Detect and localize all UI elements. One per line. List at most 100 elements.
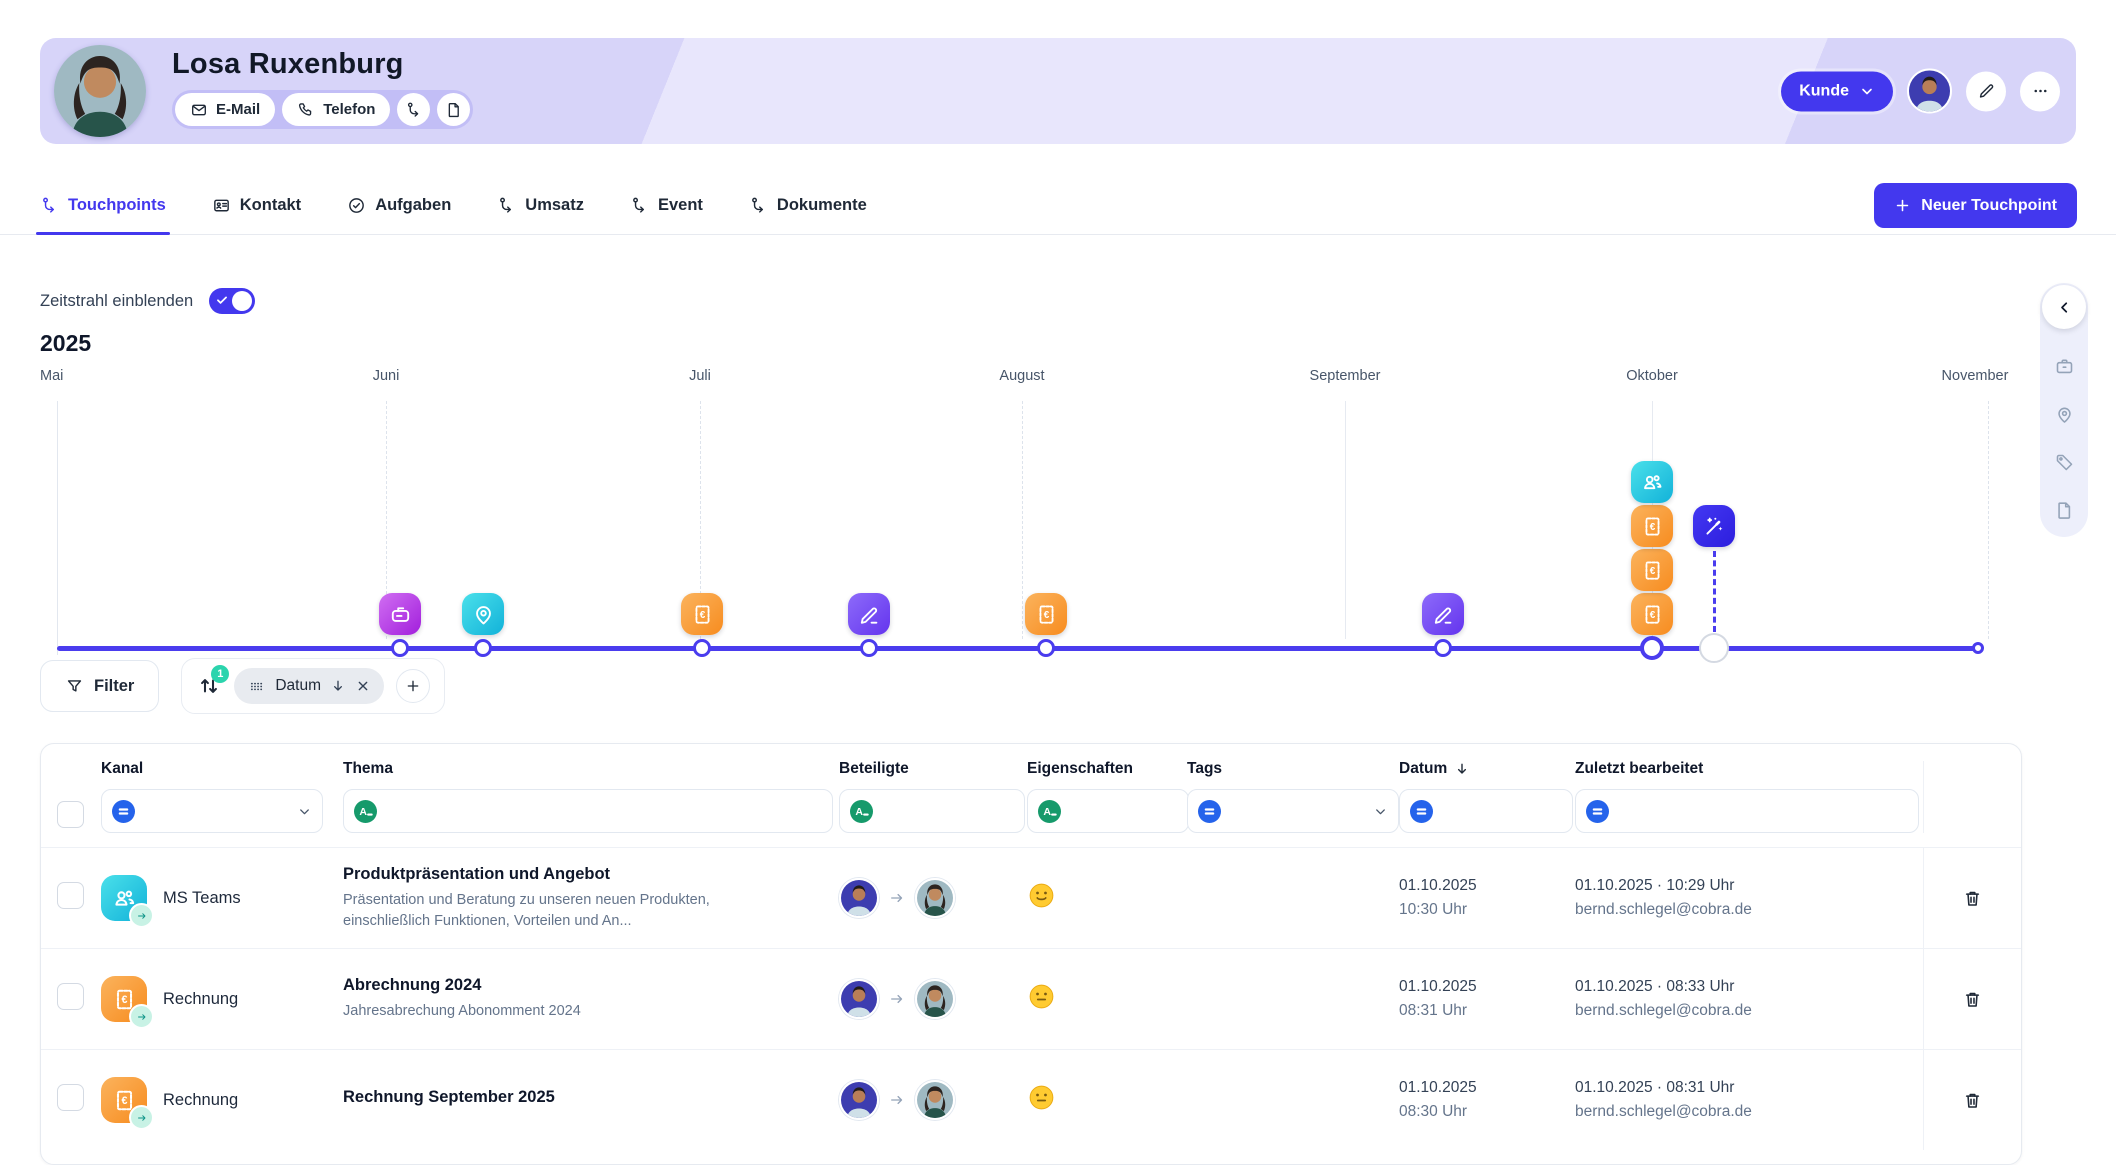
beteiligte-cell (839, 1080, 1027, 1120)
new-touchpoint-button[interactable]: Neuer Touchpoint (1874, 183, 2077, 228)
owner-avatar[interactable] (1907, 68, 1952, 114)
beteiligte-cell (839, 878, 1027, 918)
touchpoint-route-icon (405, 101, 423, 119)
filter-input-zuletzt-bearbeitet[interactable] (1575, 789, 1919, 833)
phone-icon (297, 101, 315, 119)
table-row[interactable]: € Rechnung Abrechnung 2024 Jahresabrechung … (41, 948, 2021, 1049)
participant-avatar-male (839, 1080, 879, 1120)
checkbox-column-header (57, 772, 101, 833)
document-icon[interactable] (2054, 500, 2075, 521)
tab-umsatz[interactable]: Umsatz (497, 176, 584, 234)
edited-by-email: bernd.schlegel@cobra.de (1575, 1002, 1752, 1019)
filter-button[interactable]: Filter (40, 660, 160, 712)
pen-event-icon[interactable] (848, 593, 890, 635)
month-label-november: November (1941, 368, 2009, 384)
briefcase-icon[interactable] (2054, 356, 2075, 377)
sort-direction-control[interactable]: 1 (196, 665, 230, 699)
filter-input-datum[interactable] (1399, 789, 1573, 833)
timeline-event-dot[interactable] (1037, 639, 1055, 657)
edited-timestamp: 01.10.2025 · 08:31 Uhr (1575, 1078, 1735, 1096)
today-marker-dot[interactable] (1699, 633, 1729, 663)
drag-handle-icon[interactable] (247, 677, 266, 696)
filter-input-kanal[interactable] (101, 789, 323, 833)
edit-button[interactable] (1966, 71, 2006, 111)
timeline-event-dot[interactable] (860, 639, 878, 657)
thema-cell: Produktpräsentation und Angebot Präsentat… (343, 865, 839, 931)
timeline-year: 2025 (40, 330, 92, 356)
equals-filter-icon (1586, 799, 1609, 823)
invoice-euro-event-icon[interactable]: € (681, 593, 723, 635)
remove-sort-icon[interactable] (355, 678, 371, 694)
tag-icon[interactable] (2054, 452, 2075, 473)
timeline-event-dot[interactable] (693, 639, 711, 657)
filter-input-thema[interactable]: A (343, 789, 833, 833)
select-all-checkbox[interactable] (57, 801, 84, 828)
pen-event-icon[interactable] (1422, 593, 1464, 635)
tab-event[interactable]: Event (630, 176, 703, 234)
touchpoint-shortcut-button[interactable] (397, 93, 431, 126)
svg-text:€: € (1649, 565, 1655, 576)
timeline-event-dot[interactable] (1434, 639, 1452, 657)
arrow-down-icon[interactable] (330, 678, 346, 694)
add-sort-button[interactable] (396, 669, 430, 703)
table-row[interactable]: MS Teams Produktpräsentation und Angebot P… (41, 847, 2021, 948)
more-options-button[interactable] (2020, 71, 2060, 111)
participant-avatar-male (839, 979, 879, 1019)
row-checkbox[interactable] (57, 882, 84, 909)
sort-desc-arrow-icon[interactable] (1454, 761, 1470, 777)
document-shortcut-button[interactable] (437, 93, 471, 126)
magic-wand-today-icon[interactable] (1693, 505, 1735, 547)
month-gridline (1988, 401, 1989, 639)
outgoing-arrow-badge (129, 903, 154, 928)
row-checkbox[interactable] (57, 1084, 84, 1111)
invoice-euro-event-icon[interactable]: € (1025, 593, 1067, 635)
table-row[interactable]: € Rechnung Rechnung September 2025 01.10.20… (41, 1049, 2021, 1150)
timeline-axis (57, 646, 1978, 651)
timeline-event-dot[interactable] (1640, 636, 1664, 660)
delete-row-button[interactable] (1956, 1083, 1990, 1117)
delete-row-button[interactable] (1956, 982, 1990, 1016)
month-label-september: September (1309, 368, 1381, 384)
check-icon (215, 293, 229, 307)
eigenschaften-cell (1027, 1083, 1187, 1117)
magic-wand-icon (1702, 514, 1727, 539)
tab-kontakt[interactable]: Kontakt (212, 176, 301, 234)
filter-input-beteiligte[interactable]: A (839, 789, 1025, 833)
tab-aufgaben[interactable]: Aufgaben (347, 176, 451, 234)
location-pin-icon[interactable] (2054, 404, 2075, 425)
role-dropdown-button[interactable]: Kunde (1781, 71, 1893, 111)
mailbox-icon (388, 602, 413, 627)
location-pin-icon (471, 602, 496, 627)
invoice-euro-icon: € (1640, 558, 1665, 583)
invoice-euro-event-icon[interactable]: € (1631, 593, 1673, 635)
quick-actions: E-Mail Telefon (172, 90, 474, 129)
phone-button[interactable]: Telefon (282, 93, 391, 126)
edited-by-email: bernd.schlegel@cobra.de (1575, 1103, 1752, 1120)
tab-touchpoints[interactable]: Touchpoints (36, 176, 170, 235)
timeline-event-dot[interactable] (391, 639, 409, 657)
contact-avatar (54, 45, 146, 137)
filter-input-tags[interactable] (1187, 789, 1399, 833)
invoice-euro-event-icon[interactable]: € (1631, 505, 1673, 547)
trash-icon (1962, 1090, 1983, 1111)
expand-panel-button[interactable] (2042, 285, 2086, 329)
delete-row-button[interactable] (1956, 881, 1990, 915)
invoice-euro-event-icon[interactable]: € (1631, 549, 1673, 591)
route-icon (630, 196, 649, 215)
sort-chip-label: Datum (275, 677, 321, 694)
timeline-event-dot[interactable] (474, 639, 492, 657)
teams-people-event-icon[interactable] (1631, 461, 1673, 503)
email-button[interactable]: E-Mail (175, 93, 276, 126)
timeline-toggle[interactable] (209, 288, 256, 314)
tab-dokumente[interactable]: Dokumente (749, 176, 867, 234)
datum-cell: 01.10.2025 08:31 Uhr (1399, 975, 1575, 1023)
location-pin-event-icon[interactable] (462, 593, 504, 635)
mailbox-event-icon[interactable] (379, 593, 421, 635)
plus-icon (405, 678, 421, 694)
row-checkbox[interactable] (57, 983, 84, 1010)
equals-filter-icon (1410, 799, 1433, 823)
filter-input-eigenschaften[interactable]: A (1027, 789, 1189, 833)
mood-neutral-emoji (1029, 1085, 1054, 1110)
contact-banner: Losa Ruxenburg E-Mail Telefon Kunde (40, 38, 2076, 144)
sort-chip-datum[interactable]: Datum (234, 668, 384, 704)
